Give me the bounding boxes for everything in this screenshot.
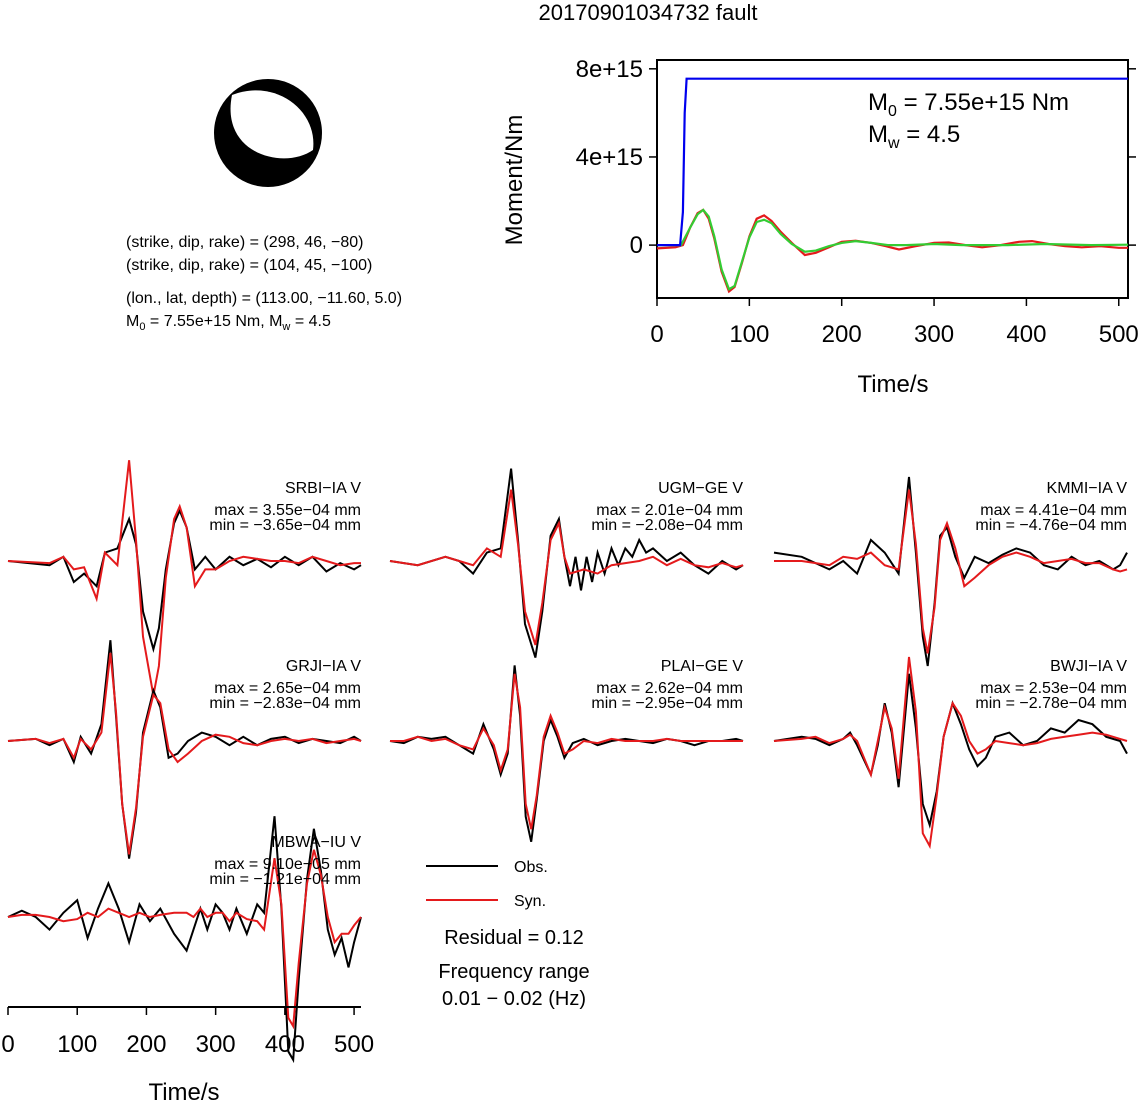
moment-ytick-label: 8e+15	[576, 56, 643, 83]
max-amplitude: max = 3.55e−04 mm	[214, 502, 361, 519]
moment-xtick-label: 0	[650, 321, 663, 348]
moment-xtick-label: 500	[1099, 321, 1139, 348]
observed-trace	[389, 468, 744, 658]
moment-xlabel: Time/s	[857, 371, 928, 398]
synthetic-trace	[7, 849, 362, 1030]
min-amplitude: min = −2.95e−04 mm	[591, 695, 743, 712]
synthetic-trace	[7, 652, 362, 855]
synthetic-trace	[7, 460, 361, 696]
nodal-plane-2: (strike, dip, rake) = (104, 45, −100)	[126, 257, 372, 274]
synthetic-trace	[774, 489, 1128, 654]
moment-series-line	[657, 208, 1129, 291]
min-amplitude: min = −4.76e−04 mm	[975, 517, 1127, 534]
moment-xtick-label: 400	[1006, 321, 1046, 348]
station-label: MBWA−IU V	[271, 834, 361, 851]
moment-xtick-label: 100	[729, 321, 769, 348]
beachball-icon	[214, 79, 322, 187]
moment-xtick-label: 300	[914, 321, 954, 348]
station-label: PLAI−GE V	[661, 658, 744, 675]
max-amplitude: max = 2.65e−04 mm	[214, 680, 361, 697]
legend: Obs. Syn. Residual = 0.12 Frequency rang…	[426, 859, 590, 1010]
moment-series-line	[657, 77, 1128, 247]
frequency-range-title: Frequency range	[438, 961, 589, 983]
min-amplitude: min = −1.21e−04 mm	[209, 871, 361, 888]
max-amplitude: max = 4.41e−04 mm	[980, 502, 1127, 519]
synthetic-trace	[389, 489, 744, 646]
min-amplitude: min = −3.65e−04 mm	[209, 517, 361, 534]
station-label: GRJI−IA V	[286, 658, 361, 675]
max-amplitude: max = 2.53e−04 mm	[980, 680, 1127, 697]
min-amplitude: min = −2.08e−04 mm	[591, 517, 743, 534]
nodal-plane-1: (strike, dip, rake) = (298, 46, −80)	[126, 234, 363, 251]
max-amplitude: max = 2.01e−04 mm	[596, 502, 743, 519]
moment-annotation-mw: Mw = 4.5	[868, 121, 960, 152]
residual-text: Residual = 0.12	[444, 927, 584, 949]
waveform-xlabel: Time/s	[148, 1079, 219, 1104]
moment-plot: 0 100 200 300 400 500 0 4e+15 8e+15 M0 = 7.55e+1…	[501, 56, 1139, 398]
moment-ylabel: Moment/Nm	[501, 115, 528, 246]
min-amplitude: min = −2.83e−04 mm	[209, 695, 361, 712]
max-amplitude: max = 9.10e−05 mm	[214, 856, 361, 873]
source-location: (lon., lat, depth) = (113.00, −11.60, 5.…	[126, 290, 402, 307]
station-label: SRBI−IA V	[285, 480, 361, 497]
observed-trace	[7, 508, 362, 654]
synthetic-trace	[390, 673, 743, 830]
waveform-xtick-label: 200	[126, 1031, 166, 1058]
legend-obs-label: Obs.	[514, 859, 548, 876]
moment-xtick-label: 200	[822, 321, 862, 348]
mechanism-info: (strike, dip, rake) = (298, 46, −80) (st…	[126, 234, 402, 333]
station-label: BWJI−IA V	[1050, 658, 1127, 675]
waveform-xtick-label: 400	[265, 1031, 305, 1058]
moment-magnitude: M0 = 7.55e+15 Nm, Mw = 4.5	[126, 313, 331, 333]
frequency-range-value: 0.01 − 0.02 (Hz)	[442, 988, 586, 1010]
moment-ytick-label: 0	[630, 232, 643, 259]
synthetic-trace	[773, 656, 1128, 850]
waveform-xtick-label: 300	[196, 1031, 236, 1058]
station-label: UGM−GE V	[658, 480, 743, 497]
moment-series-line	[656, 208, 1128, 294]
figure-title: 20170901034732 fault	[539, 0, 758, 25]
waveform-xtick-label: 0	[1, 1031, 14, 1058]
moment-annotation-m0: M0 = 7.55e+15 Nm	[868, 89, 1069, 120]
max-amplitude: max = 2.62e−04 mm	[596, 680, 743, 697]
observed-trace	[7, 816, 362, 1064]
observed-trace	[773, 476, 1128, 667]
waveform-xtick-label: 500	[334, 1031, 374, 1058]
min-amplitude: min = −2.78e−04 mm	[975, 695, 1127, 712]
legend-syn-label: Syn.	[514, 893, 546, 910]
station-label: KMMI−IA V	[1047, 480, 1128, 497]
waveform-xtick-label: 100	[57, 1031, 97, 1058]
waveform-time-axis: 0 100 200 300 400 500	[1, 1006, 374, 1058]
moment-plot-frame	[656, 59, 1129, 299]
moment-ytick-label: 4e+15	[576, 144, 643, 171]
